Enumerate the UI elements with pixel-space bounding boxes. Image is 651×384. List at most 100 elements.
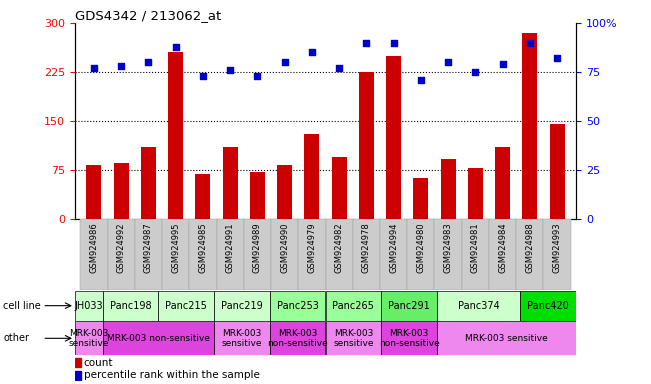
Point	[361, 40, 372, 46]
Bar	[331, 157, 346, 219]
Bar	[522, 33, 537, 219]
Bar	[277, 166, 292, 219]
Bar	[271, 219, 298, 290]
Bar	[326, 321, 381, 355]
Point	[198, 73, 208, 79]
Bar	[195, 174, 210, 219]
Bar	[437, 321, 576, 355]
Bar	[103, 291, 158, 321]
Text: GSM924981: GSM924981	[471, 222, 480, 273]
Bar	[75, 321, 103, 355]
Bar	[75, 291, 103, 321]
Bar	[544, 219, 571, 290]
Bar	[243, 219, 271, 290]
Bar	[75, 371, 81, 380]
Bar	[168, 53, 183, 219]
Text: GSM924984: GSM924984	[498, 222, 507, 273]
Text: cell line: cell line	[3, 301, 41, 311]
Text: Panc374: Panc374	[458, 301, 499, 311]
Bar	[380, 219, 408, 290]
Bar	[305, 134, 320, 219]
Text: GSM924995: GSM924995	[171, 222, 180, 273]
Bar	[75, 359, 81, 367]
Text: percentile rank within the sample: percentile rank within the sample	[83, 371, 260, 381]
Bar	[270, 291, 326, 321]
Bar	[462, 219, 489, 290]
Text: MRK-003 non-sensitive: MRK-003 non-sensitive	[107, 334, 210, 343]
Text: GSM924991: GSM924991	[226, 222, 234, 273]
Text: GSM924982: GSM924982	[335, 222, 344, 273]
Bar	[468, 168, 483, 219]
Point	[389, 40, 399, 46]
Bar	[326, 219, 353, 290]
Bar	[217, 219, 243, 290]
Point	[225, 67, 236, 73]
Text: GSM924980: GSM924980	[417, 222, 425, 273]
Point	[497, 61, 508, 67]
Text: Panc198: Panc198	[110, 301, 152, 311]
Bar	[223, 147, 238, 219]
Bar	[189, 219, 217, 290]
Bar	[489, 219, 516, 290]
Bar	[386, 56, 401, 219]
Bar	[158, 291, 214, 321]
Bar	[408, 219, 434, 290]
Point	[470, 69, 480, 75]
Bar	[214, 291, 270, 321]
Point	[307, 50, 317, 56]
Bar	[135, 219, 162, 290]
Text: Panc215: Panc215	[165, 301, 207, 311]
Text: MRK-003
sensitive: MRK-003 sensitive	[68, 329, 109, 348]
Bar	[107, 219, 135, 290]
Point	[334, 65, 344, 71]
Point	[415, 77, 426, 83]
Bar	[381, 291, 437, 321]
Text: GSM924993: GSM924993	[553, 222, 562, 273]
Text: GDS4342 / 213062_at: GDS4342 / 213062_at	[75, 9, 221, 22]
Bar	[80, 219, 107, 290]
Text: GSM924992: GSM924992	[117, 222, 126, 273]
Text: GSM924989: GSM924989	[253, 222, 262, 273]
Text: Panc291: Panc291	[388, 301, 430, 311]
Bar	[381, 321, 437, 355]
Text: GSM924983: GSM924983	[443, 222, 452, 273]
Point	[89, 65, 99, 71]
Point	[143, 59, 154, 65]
Bar	[87, 166, 102, 219]
Text: GSM924986: GSM924986	[89, 222, 98, 273]
Text: count: count	[83, 358, 113, 368]
Text: Panc219: Panc219	[221, 301, 263, 311]
Point	[116, 63, 126, 69]
Text: MRK-003
non-sensitive: MRK-003 non-sensitive	[379, 329, 439, 348]
Text: MRK-003
sensitive: MRK-003 sensitive	[222, 329, 262, 348]
Bar	[250, 172, 265, 219]
Point	[171, 43, 181, 50]
Text: Panc265: Panc265	[333, 301, 374, 311]
Point	[443, 59, 453, 65]
Text: MRK-003
non-sensitive: MRK-003 non-sensitive	[268, 329, 328, 348]
Text: GSM924987: GSM924987	[144, 222, 153, 273]
Text: GSM924994: GSM924994	[389, 222, 398, 273]
Point	[552, 55, 562, 61]
Text: GSM924978: GSM924978	[362, 222, 371, 273]
Bar	[162, 219, 189, 290]
Text: Panc253: Panc253	[277, 301, 318, 311]
Point	[279, 59, 290, 65]
Bar	[441, 159, 456, 219]
Bar	[495, 147, 510, 219]
Bar	[359, 72, 374, 219]
Bar	[298, 219, 326, 290]
Text: MRK-003 sensitive: MRK-003 sensitive	[465, 334, 548, 343]
Bar	[103, 321, 214, 355]
Point	[252, 73, 262, 79]
Point	[525, 40, 535, 46]
Bar	[520, 291, 576, 321]
Bar	[516, 219, 544, 290]
Text: JH033: JH033	[74, 301, 103, 311]
Text: Panc420: Panc420	[527, 301, 569, 311]
Bar	[214, 321, 270, 355]
Bar	[353, 219, 380, 290]
Bar	[270, 321, 326, 355]
Text: GSM924985: GSM924985	[199, 222, 208, 273]
Bar	[326, 291, 381, 321]
